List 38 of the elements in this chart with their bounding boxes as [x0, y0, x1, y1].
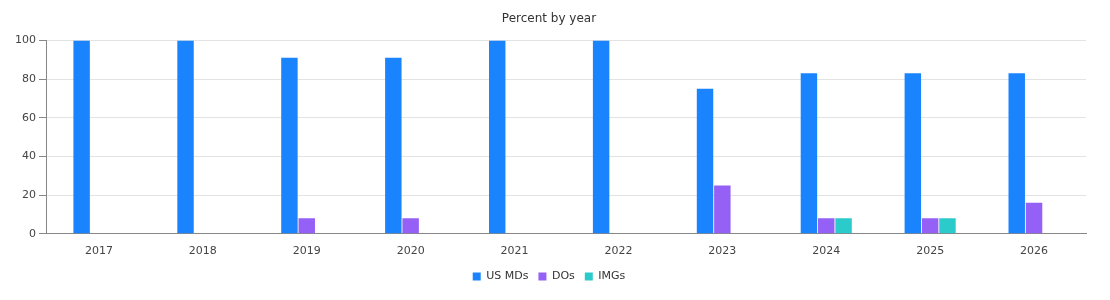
y-tick-label: 100 [15, 33, 36, 47]
legend-label: IMGs [598, 269, 626, 283]
bar [489, 40, 506, 234]
chart-title: Percent by year [501, 11, 597, 26]
x-tick-label: 2026 [1020, 244, 1049, 258]
bar [1025, 202, 1043, 234]
y-tick-label: 60 [22, 110, 36, 124]
y-tick-label: 80 [22, 71, 36, 85]
y-tick-label: 0 [29, 226, 36, 240]
y-tick-label: 20 [22, 187, 36, 201]
bar [714, 185, 731, 234]
x-tick-label: 2020 [396, 244, 425, 258]
bar [402, 218, 419, 234]
bar [592, 40, 610, 234]
bar [177, 40, 194, 234]
bar [800, 73, 818, 234]
x-tick-label: 2018 [188, 244, 217, 258]
y-tick-label: 40 [22, 149, 36, 163]
bar [385, 57, 402, 234]
x-tick-label: 2022 [604, 244, 633, 258]
legend-label: US MDs [486, 269, 529, 283]
bar [73, 40, 90, 234]
x-tick-label: 2021 [500, 244, 529, 258]
bar [281, 57, 298, 234]
bar [939, 218, 956, 234]
x-tick-label: 2025 [916, 244, 945, 258]
bar [818, 218, 835, 234]
bar [696, 88, 714, 234]
bar [298, 218, 315, 234]
bar [921, 218, 939, 234]
x-tick-label: 2024 [812, 244, 841, 258]
x-tick-label: 2023 [708, 244, 737, 258]
x-tick-label: 2017 [84, 244, 113, 258]
bar [1008, 73, 1025, 234]
bar [835, 218, 852, 234]
x-tick-label: 2019 [292, 244, 321, 258]
legend-label: DOs [551, 269, 576, 283]
bar [904, 73, 922, 234]
